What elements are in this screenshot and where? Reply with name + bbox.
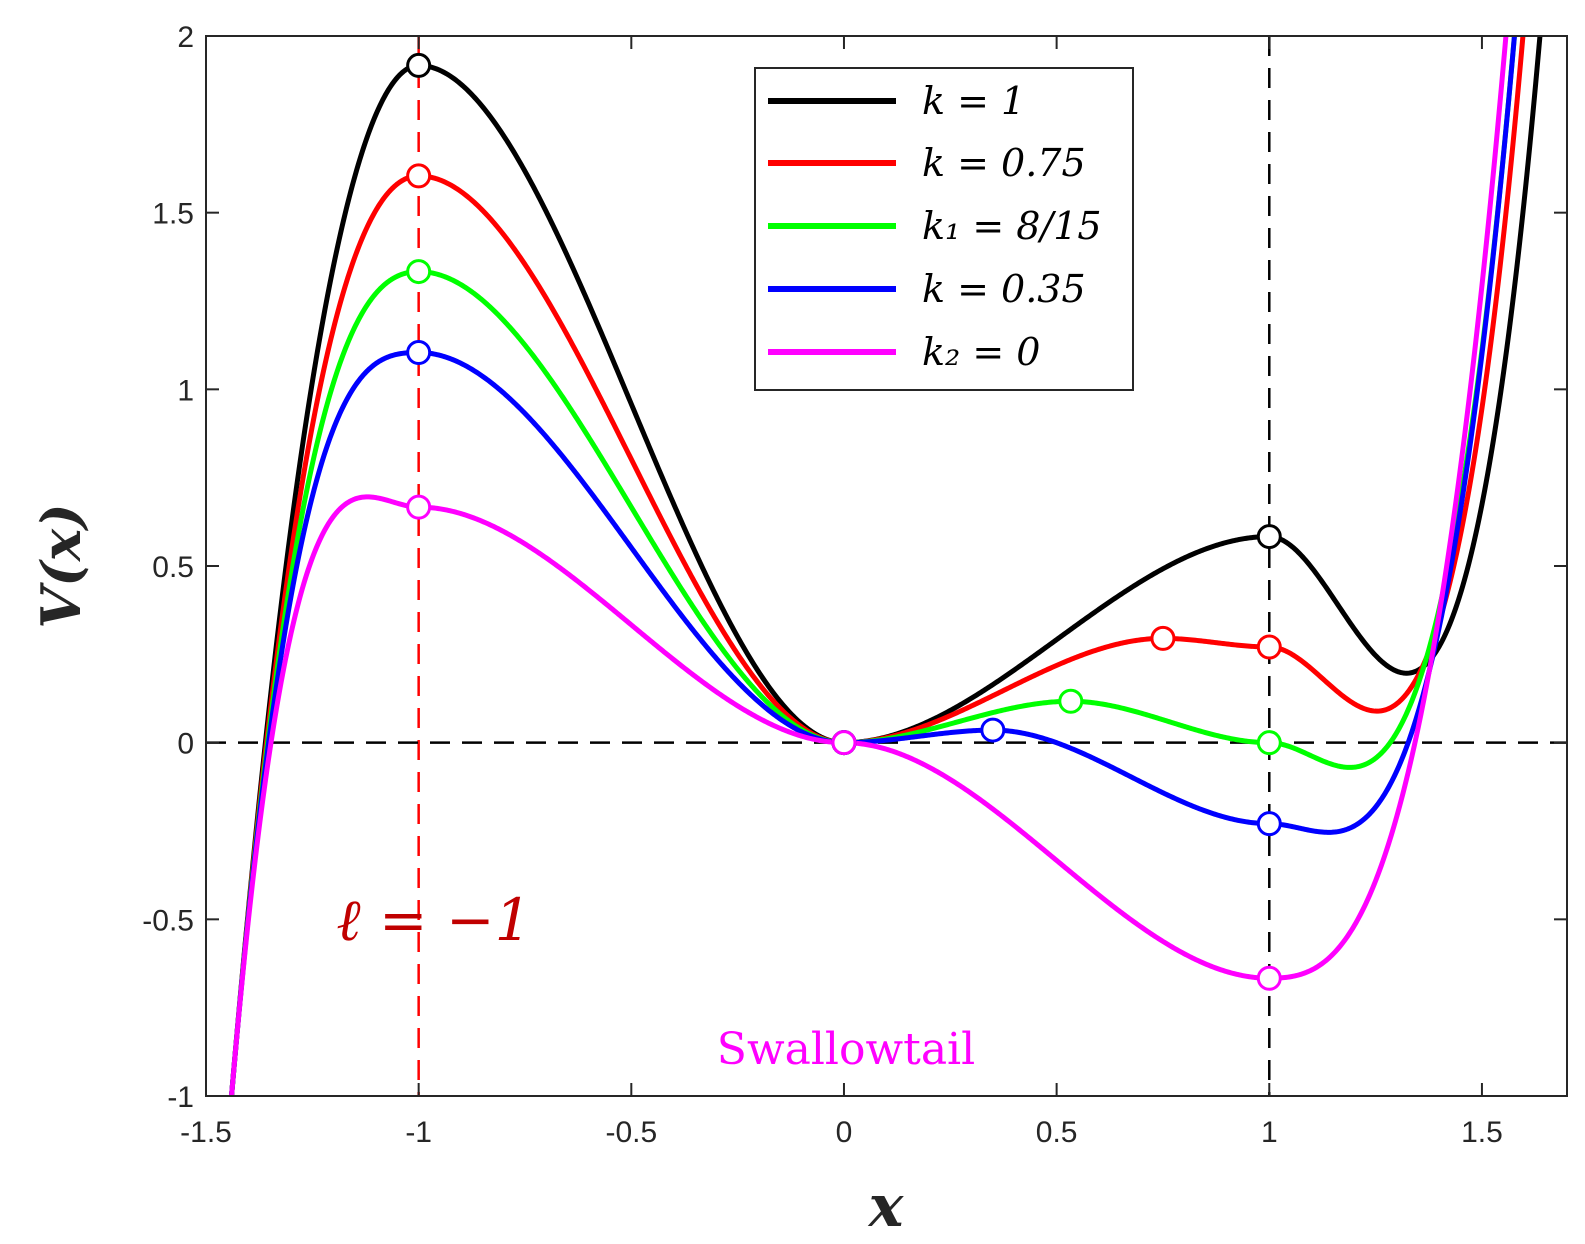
critical-point-marker-3-3 xyxy=(1256,811,1282,837)
y-tick-label-3: 0.5 xyxy=(152,551,194,584)
legend-label-k0: k₂ = 0 xyxy=(922,330,1040,374)
critical-point-marker-4-0 xyxy=(406,494,432,520)
critical-point-marker-3-2 xyxy=(980,717,1006,743)
critical-point-marker-1-3 xyxy=(1256,634,1282,660)
critical-point-marker-2-0 xyxy=(406,259,432,285)
swallowtail-annotation: Swallowtail xyxy=(717,1024,975,1075)
x-tick-label-0: -1.5 xyxy=(180,1116,232,1149)
critical-point-marker-3-0 xyxy=(406,340,432,366)
curves xyxy=(229,36,1543,1096)
y-tick-label-1: -0.5 xyxy=(142,904,194,937)
axes xyxy=(205,35,1568,1097)
critical-point-marker-4-1 xyxy=(831,730,857,756)
critical-point-marker-1-2 xyxy=(1150,625,1176,651)
x-tick-label-1: -1 xyxy=(405,1116,432,1149)
critical-point-marker-0-2 xyxy=(1256,524,1282,550)
x-tick-label-3: 0 xyxy=(836,1116,853,1149)
y-tick-label-4: 1 xyxy=(177,374,194,407)
y-axis-title: V(x) xyxy=(29,503,93,628)
y-tick-label-6: 2 xyxy=(177,21,194,54)
y-tick-label-2: 0 xyxy=(177,728,194,761)
x-tick-label-4: 0.5 xyxy=(1036,1116,1078,1149)
legend-label-k815: k₁ = 8/15 xyxy=(922,204,1102,248)
critical-point-marker-2-2 xyxy=(1058,688,1084,714)
legend: k = 1 k = 0.75 k₁ = 8/15 k = 0.35 k₂ = 0 xyxy=(754,67,1134,391)
ell-annotation: ℓ = −1 xyxy=(336,886,531,954)
curve-series-3 xyxy=(229,36,1517,1096)
legend-label-k1: k = 1 xyxy=(922,79,1025,123)
legend-label-k075: k = 0.75 xyxy=(922,141,1086,185)
curve-series-4 xyxy=(229,36,1509,1096)
x-tick-label-6: 1.5 xyxy=(1461,1116,1503,1149)
y-tick-label-5: 1.5 xyxy=(152,198,194,231)
critical-point-marker-0-0 xyxy=(406,52,432,78)
critical-point-marker-2-3 xyxy=(1256,730,1282,756)
critical-point-marker-1-0 xyxy=(406,163,432,189)
x-axis-title: x xyxy=(867,1172,905,1240)
x-tick-label-2: -0.5 xyxy=(605,1116,657,1149)
tick-labels: -1.5 -1 -0.5 0 0.5 1 1.5-1-0.500.511.52 xyxy=(142,21,1503,1149)
y-tick-label-0: -1 xyxy=(167,1081,194,1114)
critical-point-markers xyxy=(406,52,1282,991)
legend-label-k035: k = 0.35 xyxy=(922,267,1086,311)
critical-point-marker-4-2 xyxy=(1256,965,1282,991)
x-tick-label-5: 1 xyxy=(1261,1116,1278,1149)
